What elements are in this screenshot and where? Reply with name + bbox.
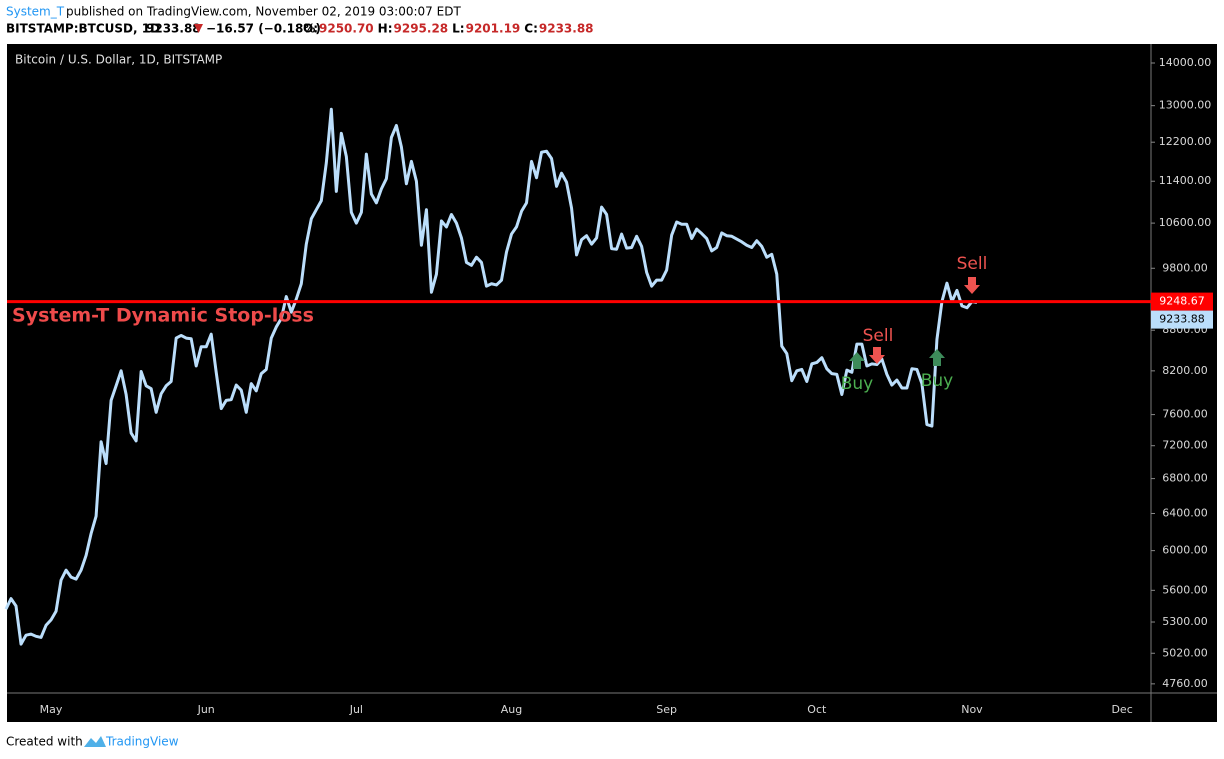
buy-arrow: [929, 349, 945, 366]
y-tick-label: 10600.00: [1159, 216, 1212, 229]
buy-label: Buy: [921, 371, 954, 391]
x-tick-label: Dec: [1111, 703, 1132, 716]
stop-loss-tag-label: 9248.67: [1159, 295, 1205, 308]
header-change: −16.57 (−0.18%): [206, 22, 321, 36]
stop-loss-label: System-T Dynamic Stop-loss: [12, 305, 314, 327]
sell-label: Sell: [957, 254, 988, 274]
y-tick-label: 6400.00: [1162, 506, 1208, 519]
y-tick-label: 13000.00: [1159, 99, 1212, 112]
y-tick-label: 5300.00: [1162, 615, 1208, 628]
ohlc-value: 9250.70: [319, 22, 374, 36]
header-price: 9233.88: [146, 22, 201, 36]
ohlc-key: O:: [303, 22, 318, 36]
y-tick-label: 4760.00: [1162, 677, 1208, 690]
y-tick-label: 6000.00: [1162, 544, 1208, 557]
ohlc-value: 9201.19: [466, 22, 521, 36]
y-tick-label: 14000.00: [1159, 56, 1212, 69]
ohlc-value: 9233.88: [539, 22, 594, 36]
down-triangle: [194, 24, 203, 33]
footer-brand[interactable]: TradingView: [105, 735, 179, 749]
y-tick-label: 7200.00: [1162, 439, 1208, 452]
y-tick-label: 5020.00: [1162, 646, 1208, 659]
sell-label: Sell: [863, 326, 894, 346]
y-tick-label: 5600.00: [1162, 583, 1208, 596]
buy-arrow: [849, 352, 865, 369]
x-tick-label: Aug: [501, 703, 522, 716]
x-tick-label: Sep: [656, 703, 677, 716]
ohlc-key: L:: [452, 22, 464, 36]
y-tick-label: 6800.00: [1162, 472, 1208, 485]
x-tick-label: May: [40, 703, 63, 716]
last-price-tag: [1151, 310, 1213, 329]
y-tick-label: 12200.00: [1159, 135, 1212, 148]
last-price-tag-label: 9233.88: [1159, 313, 1205, 326]
footer-created: Created with: [6, 735, 83, 749]
ohlc-key: C:: [524, 22, 538, 36]
x-tick-label: Oct: [807, 703, 827, 716]
ohlc-value: 9295.28: [394, 22, 449, 36]
symbol: BITSTAMP:BTCUSD, 1D: [6, 22, 160, 36]
buy-label: Buy: [841, 374, 874, 394]
x-tick-label: Jun: [197, 703, 215, 716]
y-tick-label: 7600.00: [1162, 408, 1208, 421]
sell-arrow: [964, 277, 980, 294]
x-tick-label: Nov: [961, 703, 983, 716]
price-line: [4, 107, 978, 646]
y-tick-label: 9800.00: [1162, 261, 1208, 274]
published-note: published on TradingView.com, November 0…: [66, 5, 461, 19]
sell-arrow: [869, 347, 885, 364]
stop-loss-tag: [1151, 292, 1213, 311]
tradingview-logo: [84, 736, 106, 747]
x-tick-label: Jul: [349, 703, 363, 716]
ohlc-key: H:: [378, 22, 393, 36]
series-legend: Bitcoin / U.S. Dollar, 1D, BITSTAMP: [15, 53, 222, 67]
signals: Buy Sell Buy Sell: [841, 254, 988, 394]
y-tick-label: 8200.00: [1162, 364, 1208, 377]
y-tick-label: 11400.00: [1159, 174, 1212, 187]
author[interactable]: System_T: [6, 5, 65, 19]
chart-background: [7, 44, 1217, 722]
